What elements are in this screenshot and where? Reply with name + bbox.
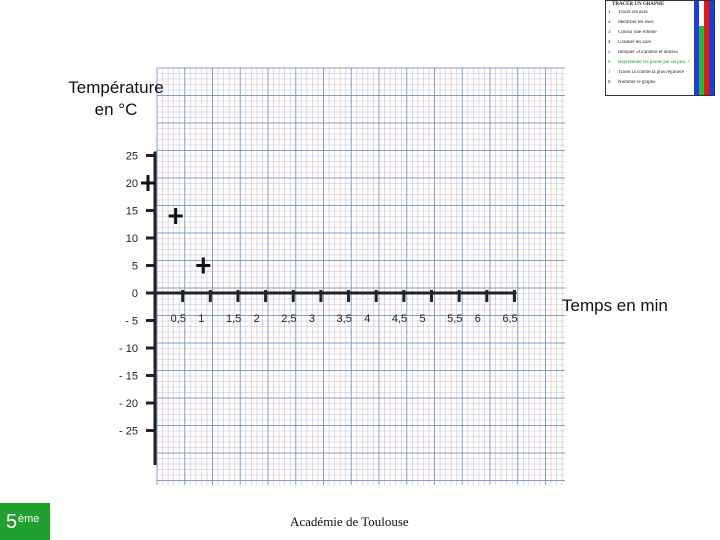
y-axis-title-line2: en °C <box>94 100 138 119</box>
x-tick-label: 4,5 <box>392 313 407 325</box>
y-tick-label: - 5 <box>125 316 138 328</box>
y-axis-title-line1: Température <box>68 78 164 97</box>
graph-step-number: 2 <box>608 20 611 25</box>
x-tick-label: 6,5 <box>502 313 517 325</box>
green-bar <box>699 26 704 95</box>
graph-steps-title: TRACER UN GRAPHE <box>612 2 665 7</box>
y-tick-label: 0 <box>132 288 138 300</box>
y-axis-title: Température en °C <box>55 77 177 121</box>
data-point-plus <box>168 208 183 224</box>
blue-bar <box>694 1 699 95</box>
red-bar <box>704 1 709 95</box>
grade-number: 5 <box>6 511 18 533</box>
data-points <box>141 175 211 274</box>
x-tick-label: 2 <box>254 313 260 325</box>
x-tick-label: 4 <box>364 313 370 325</box>
graph-step-5: 5 Indiquer «Grandeur et unités» <box>608 50 692 55</box>
graph-step-text: Indiquer «Grandeur et unités» <box>618 50 679 55</box>
y-tick-label: 15 <box>126 206 138 218</box>
y-tick-label: - 25 <box>119 426 138 438</box>
graph-step-text: Choisir une échelle <box>618 30 657 35</box>
grade-suffix: ème <box>18 513 40 525</box>
y-tick-label: 5 <box>132 261 138 273</box>
y-tick-label: 25 <box>126 151 138 163</box>
graph-step-number: 6 <box>608 60 611 65</box>
y-tick-label: - 15 <box>119 371 138 383</box>
tick-labels: 0,5 1 1,5 2 2,5 3 3,5 4 4,5 5 5,5 6 6,5 25 20 15 10 5 0 - 5… <box>119 151 518 438</box>
graph-step-8: 8 Nommer le graphe <box>608 80 692 85</box>
x-tick-label: 6 <box>475 313 481 325</box>
y-tick-label: 20 <box>126 178 138 190</box>
graph-step-4: 4 Graduer les axes <box>608 40 692 45</box>
graph-step-text: Nommer le graphe <box>618 80 656 85</box>
y-tick-label: - 20 <box>119 398 138 410</box>
x-tick-label: 1,5 <box>226 313 241 325</box>
graph-paper-grid <box>156 67 565 485</box>
graph-step-text: Identifier les axes <box>618 20 654 25</box>
graph-step-number: 7 <box>608 70 611 75</box>
graph-step-3: 3 Choisir une échelle <box>608 30 692 35</box>
footer-academy: Académie de Toulouse <box>290 514 409 529</box>
x-tick-label: 3,5 <box>337 313 352 325</box>
x-tick-label: 1 <box>198 313 204 325</box>
x-tick-label: 0,5 <box>171 313 186 325</box>
x-tick-label: 5,5 <box>447 313 462 325</box>
x-tick-label: 3 <box>309 313 315 325</box>
y-tick-label: 10 <box>126 233 138 245</box>
graph-step-text: Tracer la courbe la plus régulière <box>618 70 685 75</box>
axis-ticks <box>146 154 516 432</box>
graph-step-2: 2 Identifier les axes <box>608 20 692 25</box>
graph-step-number: 3 <box>608 30 611 35</box>
chart-axes <box>153 151 517 465</box>
graph-step-text: Représenter les points par un plus + <box>618 60 690 65</box>
x-axis-title: Temps en min <box>562 296 668 315</box>
x-tick-label: 5 <box>420 313 426 325</box>
x-tick-label: 2,5 <box>281 313 296 325</box>
graph-step-1: 1 Tracer les axes <box>608 10 692 15</box>
graph-steps-color-bars <box>694 1 714 95</box>
data-point-plus <box>196 257 211 274</box>
graph-step-number: 1 <box>608 10 611 15</box>
graph-step-text: Graduer les axes <box>618 40 652 45</box>
graph-step-text: Tracer les axes <box>618 10 648 15</box>
graph-steps-panel: TRACER UN GRAPHE 4 1 Tracer les axes 2 Iden… <box>605 0 715 96</box>
graph-step-number: 8 <box>608 80 611 85</box>
graph-step-number: 4 <box>608 40 611 45</box>
data-point-plus <box>141 175 155 191</box>
y-tick-label: - 10 <box>119 343 138 355</box>
graph-step-7: 7 Tracer la courbe la plus régulière <box>608 70 692 75</box>
graph-step-6: 6 Représenter les points par un plus + <box>608 60 692 65</box>
graph-step-number: 5 <box>608 50 611 55</box>
blue-bar-2 <box>709 1 714 95</box>
grade-badge: 5 ème <box>0 503 50 540</box>
